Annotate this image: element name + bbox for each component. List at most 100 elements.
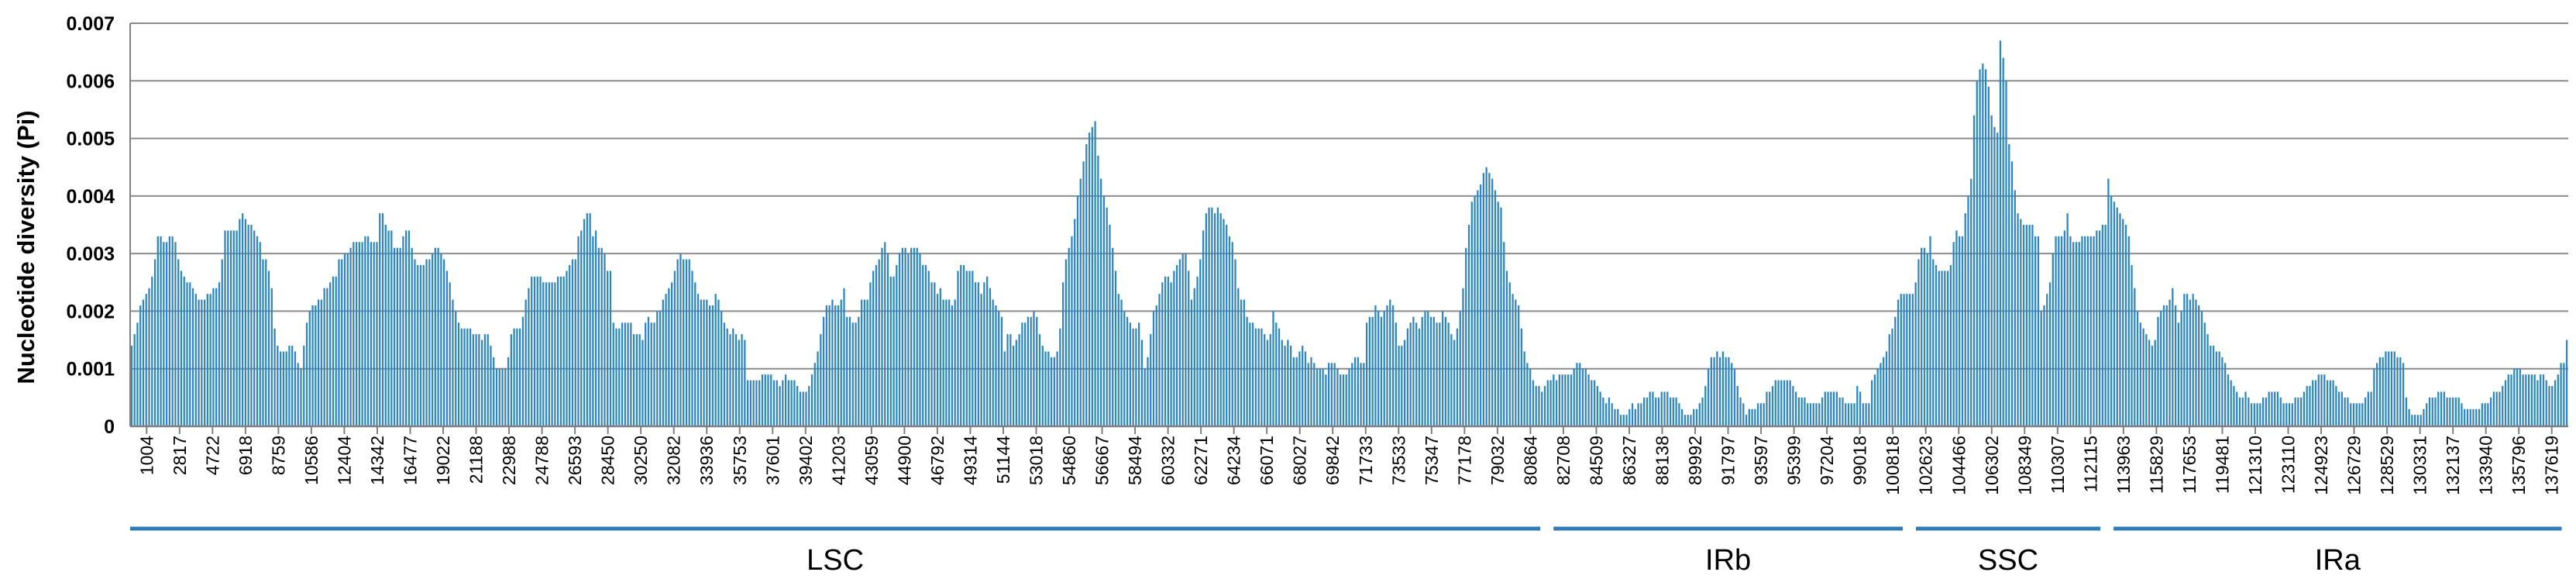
bar	[227, 230, 229, 426]
bar	[2361, 403, 2364, 426]
bar	[2198, 305, 2200, 426]
bar	[752, 380, 755, 426]
bar	[645, 322, 647, 426]
bar	[627, 322, 629, 426]
bar	[589, 213, 591, 426]
bar	[1862, 403, 1864, 426]
bar	[1512, 294, 1514, 426]
bar	[2314, 380, 2317, 426]
bar	[1269, 334, 1271, 426]
x-tick-label: 93597	[1751, 436, 1771, 485]
bar	[665, 294, 667, 426]
bar	[2230, 380, 2232, 426]
bar	[779, 386, 781, 426]
bar	[2461, 403, 2463, 426]
bar	[2364, 397, 2367, 426]
bar	[483, 334, 487, 426]
bar	[1465, 247, 1467, 426]
bar	[1719, 357, 1721, 426]
bar	[2022, 225, 2025, 426]
bar	[1302, 346, 1304, 426]
bar	[741, 334, 743, 426]
bar	[487, 334, 489, 426]
x-tick-label: 66071	[1257, 436, 1277, 485]
x-tick-label: 137619	[2542, 436, 2562, 495]
bar	[2475, 408, 2478, 426]
bar	[323, 288, 325, 426]
bar	[1062, 282, 1064, 426]
bar	[734, 334, 738, 426]
bar	[863, 299, 865, 426]
bar	[592, 236, 594, 426]
bar	[1252, 322, 1254, 426]
bar	[2127, 236, 2130, 426]
bar	[972, 271, 974, 426]
bar	[834, 305, 837, 426]
bar	[2162, 305, 2165, 426]
bar	[396, 247, 398, 426]
bar	[566, 271, 568, 426]
bar	[901, 247, 903, 426]
bar	[679, 253, 682, 426]
bar	[2279, 397, 2282, 426]
x-tick-label: 24788	[532, 436, 552, 485]
bar	[1625, 415, 1628, 426]
bar	[580, 230, 583, 426]
bar	[1614, 408, 1616, 426]
y-tick-label: 0.003	[66, 243, 115, 265]
x-tick-label: 62271	[1191, 436, 1211, 485]
bar	[694, 282, 696, 426]
region-label: IRb	[1705, 544, 1751, 577]
bar	[1865, 403, 1867, 426]
bar	[259, 242, 261, 426]
bar	[381, 213, 384, 426]
bar	[2262, 397, 2265, 426]
bar	[332, 276, 335, 426]
bar	[1759, 403, 1763, 426]
bar	[341, 259, 343, 426]
bar	[440, 253, 442, 426]
bar	[399, 247, 401, 426]
bar	[2347, 397, 2349, 426]
bar	[1921, 247, 1923, 426]
bar	[1246, 316, 1248, 426]
bar	[1214, 213, 1216, 426]
bar	[820, 334, 822, 426]
x-tick-label: 113963	[2113, 436, 2134, 494]
bar	[2212, 346, 2215, 426]
bar	[1120, 299, 1123, 426]
bar	[501, 368, 504, 426]
bar	[1611, 403, 1613, 426]
bar	[282, 351, 284, 426]
bar	[2332, 380, 2334, 426]
bar	[2055, 236, 2057, 426]
bar	[2507, 374, 2509, 426]
bar	[294, 351, 297, 426]
bar	[2172, 288, 2174, 426]
bar	[148, 288, 150, 426]
bar	[685, 259, 688, 426]
bar	[1733, 368, 1736, 426]
x-tick-label: 53018	[1027, 436, 1047, 485]
bar	[1888, 334, 1890, 426]
bar	[1564, 374, 1567, 426]
bar	[481, 339, 483, 426]
bar	[2043, 305, 2045, 426]
bar	[586, 213, 588, 426]
bar	[1766, 391, 1768, 426]
bar	[860, 299, 863, 426]
bar	[236, 230, 238, 426]
bar	[490, 346, 492, 426]
bar	[2545, 380, 2547, 426]
bar	[1041, 346, 1044, 426]
bar	[2437, 391, 2440, 426]
bar	[1030, 316, 1032, 426]
bar	[2259, 403, 2261, 426]
bar	[2335, 386, 2337, 426]
bar	[191, 288, 194, 426]
bar	[247, 225, 249, 426]
bar	[2265, 397, 2268, 426]
bar	[1158, 294, 1161, 426]
bar	[2533, 374, 2536, 426]
